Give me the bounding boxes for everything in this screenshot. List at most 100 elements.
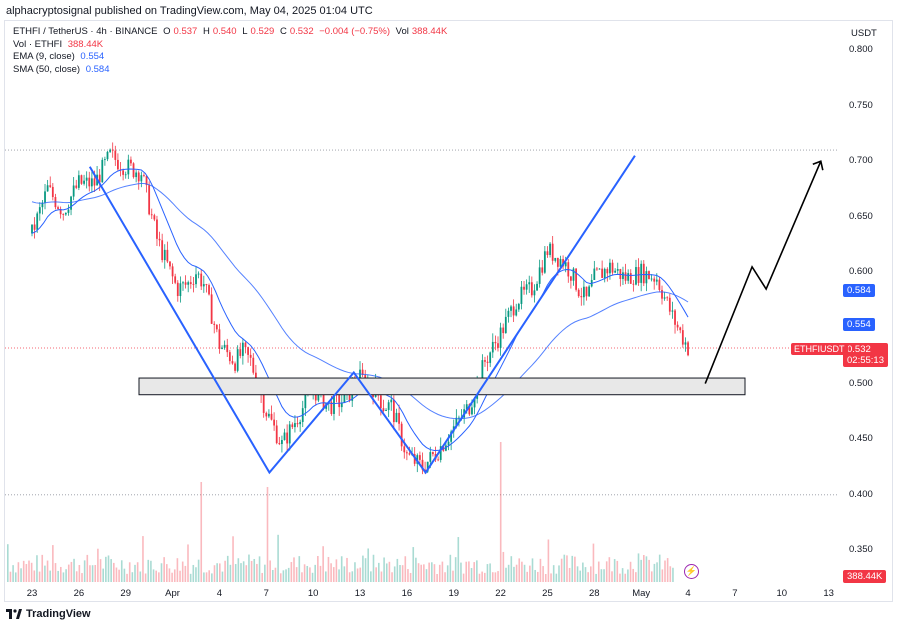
x-tick-label: 4 bbox=[685, 588, 691, 599]
candle-body bbox=[403, 446, 406, 453]
candle-body bbox=[379, 395, 382, 409]
candle-body bbox=[270, 413, 273, 420]
candle-body bbox=[400, 423, 403, 447]
candle-body bbox=[70, 196, 72, 210]
volume-bar bbox=[619, 573, 621, 582]
volume-bar bbox=[126, 573, 128, 582]
volume-bar bbox=[150, 560, 152, 582]
x-tick-label: 25 bbox=[542, 588, 553, 599]
candle-body bbox=[606, 268, 609, 274]
volume-bar bbox=[574, 556, 576, 582]
volume-bar bbox=[362, 555, 364, 582]
volume-bar bbox=[571, 555, 574, 582]
candle-body bbox=[117, 159, 119, 170]
volume-bar bbox=[529, 565, 531, 582]
axis-unit-label[interactable]: USDT bbox=[851, 28, 877, 39]
volume-bar bbox=[354, 562, 356, 582]
volume-bar bbox=[542, 566, 544, 582]
volume-bar bbox=[216, 563, 218, 582]
chart-legend: ETHFI / TetherUS · 4h · BINANCE O 0.537 H… bbox=[13, 26, 450, 76]
legend-sma-label[interactable]: SMA (50, close) bbox=[13, 63, 81, 75]
volume-bar bbox=[515, 564, 518, 582]
volume-bar bbox=[248, 554, 250, 582]
volume-bar bbox=[7, 544, 9, 582]
volume-bar bbox=[242, 561, 245, 582]
support-zone-box bbox=[138, 377, 746, 396]
volume-bar bbox=[351, 571, 354, 582]
volume-bar bbox=[661, 569, 664, 582]
volume-bar bbox=[378, 562, 380, 582]
volume-bar bbox=[603, 569, 605, 582]
volume-bar bbox=[200, 482, 203, 582]
volume-bar bbox=[537, 571, 539, 582]
volume-bar bbox=[327, 556, 330, 582]
candle-body bbox=[281, 440, 283, 445]
volume-bar bbox=[83, 560, 86, 582]
candle-body bbox=[192, 283, 195, 285]
volume-bar bbox=[105, 556, 107, 582]
volume-bar bbox=[12, 565, 14, 582]
volume-bar bbox=[274, 567, 277, 582]
volume-bar bbox=[330, 563, 332, 582]
volume-bar bbox=[558, 565, 560, 582]
candle-body bbox=[184, 282, 187, 285]
legend-volume-row: Vol · ETHFI 388.44K bbox=[13, 39, 450, 52]
volume-bar bbox=[348, 572, 351, 582]
volume-bar bbox=[385, 563, 388, 582]
candle-body bbox=[210, 294, 213, 324]
candle-body bbox=[75, 185, 78, 188]
candle-body bbox=[200, 273, 203, 287]
volume-bar bbox=[505, 567, 507, 582]
volume-bar bbox=[346, 557, 348, 582]
volume-bar bbox=[160, 563, 163, 582]
candle-body bbox=[601, 268, 604, 278]
ema-price-badge: 0.554 bbox=[843, 318, 875, 331]
volume-bar bbox=[650, 571, 653, 582]
volume-bar bbox=[428, 562, 430, 582]
volume-bar bbox=[33, 570, 36, 582]
candle-body bbox=[528, 282, 531, 285]
tradingview-logo[interactable]: TradingView bbox=[6, 608, 91, 620]
candle-body bbox=[80, 175, 83, 184]
candle-body bbox=[226, 344, 229, 353]
volume-bar bbox=[57, 570, 59, 582]
volume-bar bbox=[192, 564, 195, 582]
legend-volume-label[interactable]: Vol · ETHFI bbox=[13, 38, 63, 50]
volume-bar bbox=[279, 573, 282, 582]
legend-symbol[interactable]: ETHFI / TetherUS · 4h · BINANCE bbox=[13, 26, 158, 37]
candle-body bbox=[653, 278, 656, 282]
candle-body bbox=[299, 421, 302, 425]
volume-bar bbox=[208, 570, 210, 582]
volume-bar bbox=[343, 566, 346, 582]
legend-open: 0.537 bbox=[173, 26, 198, 37]
candle-body bbox=[195, 274, 197, 285]
volume-bar bbox=[409, 572, 412, 582]
candle-body bbox=[239, 349, 242, 356]
volume-bar bbox=[325, 571, 327, 582]
volume-bar bbox=[221, 571, 224, 582]
sma-price-badge: 0.584 bbox=[843, 284, 875, 297]
volume-bar bbox=[539, 558, 542, 582]
volume-bar bbox=[75, 571, 78, 582]
candle-body bbox=[111, 149, 114, 151]
volume-bar bbox=[560, 558, 563, 582]
candle-body bbox=[296, 423, 299, 425]
volume-bar bbox=[120, 560, 123, 582]
volume-bar bbox=[229, 564, 232, 582]
legend-ema-label[interactable]: EMA (9, close) bbox=[13, 51, 75, 62]
volume-bar bbox=[359, 567, 362, 582]
x-tick-label: 23 bbox=[26, 588, 38, 599]
lightning-icon[interactable]: ⚡ bbox=[684, 564, 699, 579]
volume-bar bbox=[375, 567, 377, 582]
volume-bar bbox=[197, 559, 200, 582]
candle-body bbox=[215, 324, 218, 330]
candle-body bbox=[510, 306, 512, 311]
volume-bar bbox=[465, 561, 468, 582]
candle-body bbox=[635, 267, 637, 285]
volume-bar bbox=[473, 562, 475, 582]
candle-body bbox=[507, 310, 510, 317]
volume-bar bbox=[587, 572, 589, 582]
volume-bar bbox=[195, 567, 197, 582]
volume-bar bbox=[317, 555, 319, 582]
